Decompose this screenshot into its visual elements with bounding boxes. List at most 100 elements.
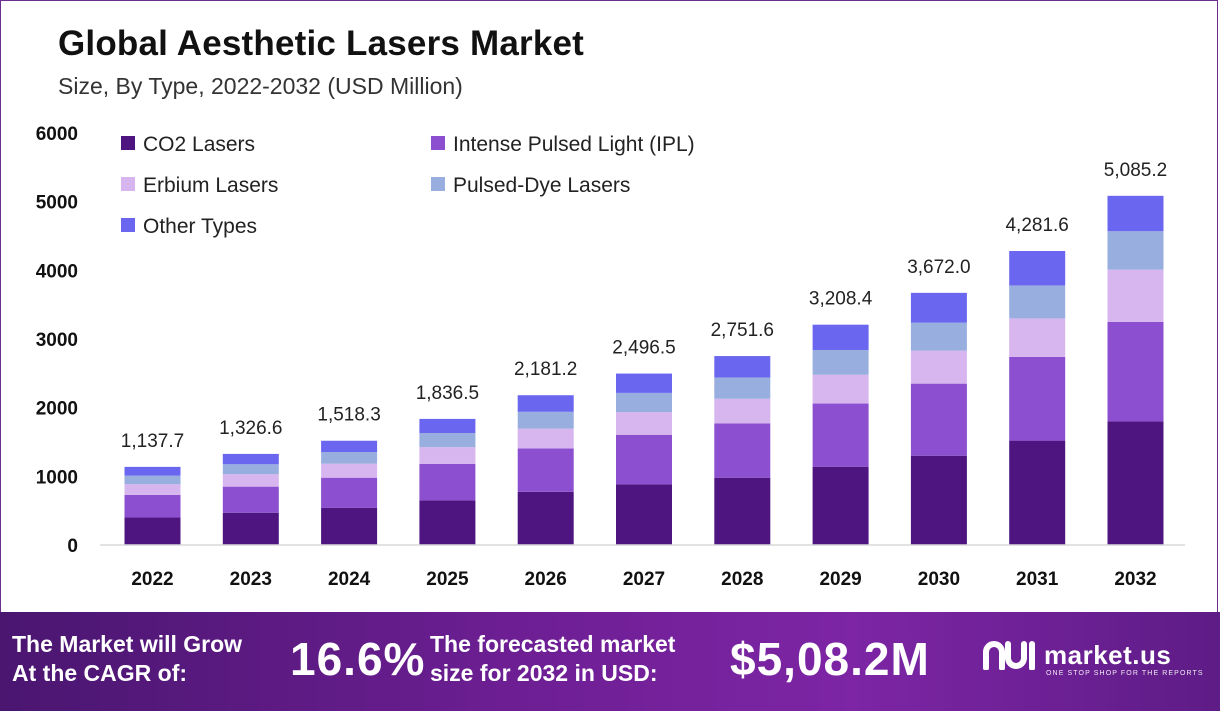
- bar-segment-2025-s0: [419, 500, 476, 545]
- bar-segment-2024-s2: [321, 463, 378, 478]
- bar-segment-2031-s4: [1009, 250, 1066, 286]
- legend-swatch: [431, 177, 445, 191]
- market-us-logo-icon: [983, 641, 1035, 670]
- legend-swatch: [121, 177, 135, 191]
- x-tick-label-2032: 2032: [1114, 569, 1156, 590]
- legend-item-4: Other Types: [121, 215, 257, 238]
- bars: 1,137.7 1,326.6 1,518.3 1,836.5 2,181.2 2,496…: [121, 160, 1167, 545]
- bar-segment-2022-s4: [124, 466, 181, 476]
- bar-segment-2025-s3: [419, 433, 476, 448]
- y-tick-label: 4000: [36, 261, 78, 282]
- total-label-2031: 4,281.6: [1005, 215, 1068, 236]
- total-label-2026: 2,181.2: [514, 359, 577, 380]
- bar-segment-2027-s3: [616, 392, 672, 413]
- x-tick-label-2022: 2022: [131, 569, 173, 590]
- bar-segment-2026-s2: [517, 428, 574, 449]
- stacked-bar-chart: CO2 Lasers Intense Pulsed Light (IPL) Erbi…: [36, 124, 1185, 590]
- x-tick-label-2023: 2023: [230, 569, 272, 590]
- x-tick-label-2027: 2027: [623, 569, 665, 590]
- forecast-value: $5,08.2M: [730, 633, 930, 685]
- bar-segment-2031-s3: [1009, 285, 1066, 319]
- bar-segment-2031-s2: [1009, 318, 1066, 357]
- bar-stack-2028: 2,751.6: [711, 320, 774, 545]
- chart-title: Global Aesthetic Lasers Market: [58, 24, 585, 63]
- y-tick-label: 2000: [36, 399, 78, 420]
- x-tick-label-2031: 2031: [1016, 569, 1059, 590]
- bar-segment-2028-s4: [714, 356, 771, 378]
- bar-stack-2025: 1,836.5: [416, 383, 479, 545]
- bar-stack-2023: 1,326.6: [219, 418, 283, 545]
- bar-segment-2023-s4: [222, 453, 279, 465]
- legend-label: Erbium Lasers: [143, 174, 278, 197]
- x-tick-label-2025: 2025: [426, 569, 469, 590]
- legend-label: Pulsed-Dye Lasers: [453, 174, 630, 197]
- bar-segment-2030-s2: [910, 350, 967, 384]
- bar-segment-2026-s3: [517, 411, 574, 429]
- bar-segment-2022-s0: [124, 517, 181, 545]
- legend-item-3: Pulsed-Dye Lasers: [431, 174, 630, 197]
- bar-segment-2028-s1: [714, 423, 771, 478]
- bar-segment-2028-s2: [714, 398, 771, 424]
- cagr-caption: The Market will Grow At the CAGR of:: [12, 630, 242, 688]
- bar-segment-2024-s0: [321, 507, 378, 545]
- bar-segment-2026-s4: [517, 395, 574, 412]
- total-label-2023: 1,326.6: [219, 418, 282, 439]
- y-tick-label: 1000: [36, 467, 78, 488]
- bar-stack-2022: 1,137.7: [121, 431, 184, 545]
- total-label-2022: 1,137.7: [121, 431, 184, 452]
- legend-swatch: [431, 136, 445, 150]
- legend: CO2 Lasers Intense Pulsed Light (IPL) Erbi…: [121, 133, 695, 238]
- legend-item-1: Intense Pulsed Light (IPL): [431, 133, 695, 156]
- bar-segment-2023-s2: [222, 474, 279, 487]
- forecast-caption-line2: size for 2032 in USD:: [430, 660, 658, 686]
- bar-segment-2030-s0: [910, 455, 967, 545]
- y-tick-label: 0: [67, 536, 78, 557]
- x-tick-label-2024: 2024: [328, 569, 371, 590]
- bar-segment-2029-s2: [812, 374, 869, 404]
- total-label-2030: 3,672.0: [907, 257, 970, 278]
- bar-segment-2027-s1: [616, 434, 672, 485]
- bar-segment-2028-s3: [714, 377, 771, 399]
- forecast-caption-line1: The forecasted market: [430, 631, 676, 657]
- bar-segment-2023-s0: [222, 512, 279, 545]
- legend-item-0: CO2 Lasers: [121, 133, 255, 156]
- bar-segment-2023-s3: [222, 464, 279, 475]
- bar-stack-2031: 4,281.6: [1005, 215, 1069, 545]
- legend-label: CO2 Lasers: [143, 133, 255, 156]
- bar-stack-2027: 2,496.5: [612, 338, 676, 545]
- bar-segment-2027-s4: [616, 373, 672, 393]
- bar-segment-2027-s2: [616, 412, 672, 435]
- cagr-value: 16.6%: [290, 633, 426, 685]
- bar-segment-2029-s0: [812, 466, 869, 545]
- cagr-caption-line1: The Market will Grow: [12, 631, 243, 657]
- bar-segment-2026-s0: [517, 491, 574, 545]
- bar-segment-2027-s0: [616, 484, 672, 545]
- bar-segment-2032-s4: [1107, 195, 1164, 232]
- bar-segment-2028-s0: [714, 477, 771, 545]
- total-label-2024: 1,518.3: [317, 405, 380, 426]
- cagr-caption-line2: At the CAGR of:: [12, 660, 188, 686]
- forecast-caption: The forecasted market size for 2032 in U…: [430, 630, 675, 688]
- bar-segment-2030-s1: [910, 383, 967, 456]
- bar-segment-2024-s3: [321, 452, 378, 464]
- x-tick-label-2030: 2030: [918, 569, 960, 590]
- bar-segment-2029-s4: [812, 324, 869, 350]
- x-tick-label-2028: 2028: [721, 569, 763, 590]
- bar-segment-2029-s3: [812, 349, 869, 375]
- bar-segment-2025-s4: [419, 418, 476, 434]
- y-tick-label: 5000: [36, 193, 78, 214]
- bar-segment-2026-s1: [517, 448, 574, 492]
- bar-segment-2022-s3: [124, 475, 181, 485]
- bar-segment-2031-s0: [1009, 440, 1066, 545]
- bar-segment-2032-s0: [1107, 421, 1164, 545]
- market-us-logo[interactable]: market.us ONE STOP SHOP FOR THE REPORTS: [982, 638, 1212, 688]
- legend-item-2: Erbium Lasers: [121, 174, 278, 197]
- bar-segment-2025-s1: [419, 463, 476, 501]
- y-axis: 0 1000 2000 3000 4000 5000 6000: [36, 124, 78, 557]
- bar-segment-2024-s1: [321, 477, 378, 508]
- bar-segment-2025-s2: [419, 447, 476, 464]
- logo-name: market.us: [1044, 640, 1172, 670]
- bar-segment-2030-s3: [910, 322, 967, 351]
- total-label-2028: 2,751.6: [711, 320, 774, 341]
- bar-stack-2026: 2,181.2: [514, 359, 577, 545]
